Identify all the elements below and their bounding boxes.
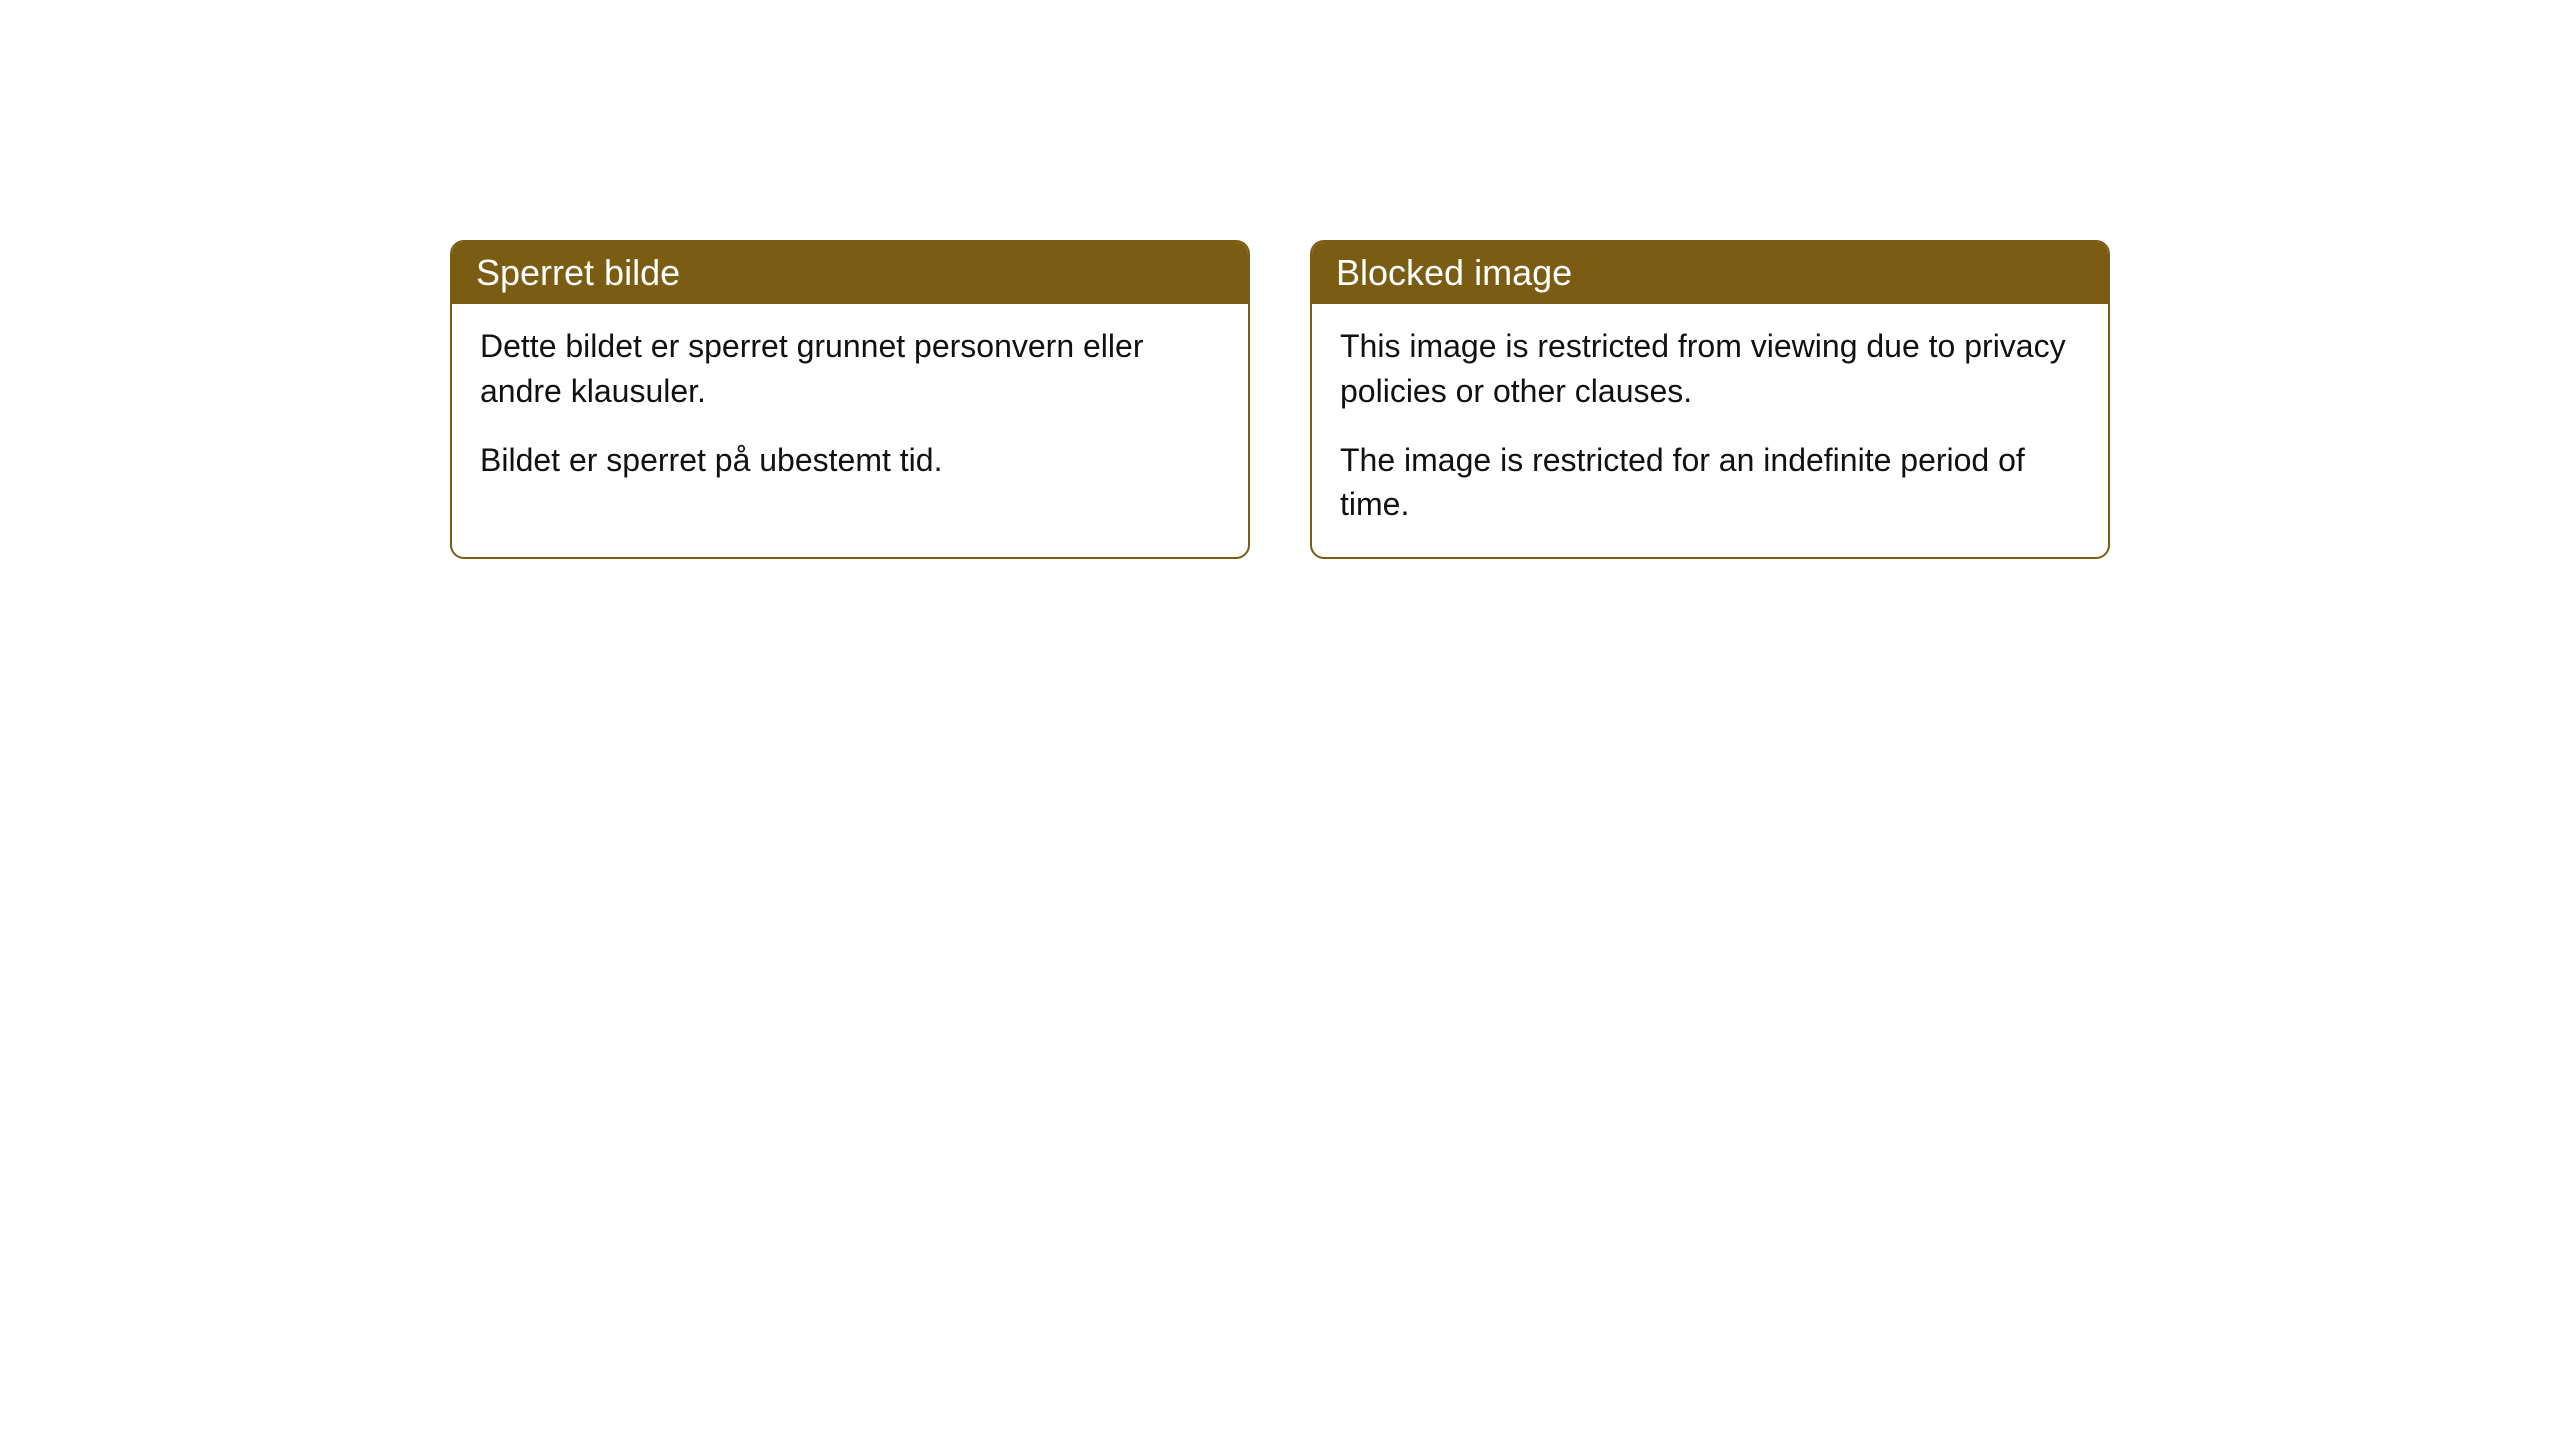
blocked-image-card-english: Blocked image This image is restricted f…: [1310, 240, 2110, 559]
card-header-norwegian: Sperret bilde: [452, 242, 1248, 304]
card-paragraph: Dette bildet er sperret grunnet personve…: [480, 324, 1220, 414]
card-paragraph: The image is restricted for an indefinit…: [1340, 438, 2080, 528]
card-paragraph: Bildet er sperret på ubestemt tid.: [480, 438, 1220, 483]
blocked-image-card-norwegian: Sperret bilde Dette bildet er sperret gr…: [450, 240, 1250, 559]
cards-container: Sperret bilde Dette bildet er sperret gr…: [450, 240, 2560, 559]
card-header-english: Blocked image: [1312, 242, 2108, 304]
card-body-norwegian: Dette bildet er sperret grunnet personve…: [452, 304, 1248, 512]
card-paragraph: This image is restricted from viewing du…: [1340, 324, 2080, 414]
card-body-english: This image is restricted from viewing du…: [1312, 304, 2108, 557]
